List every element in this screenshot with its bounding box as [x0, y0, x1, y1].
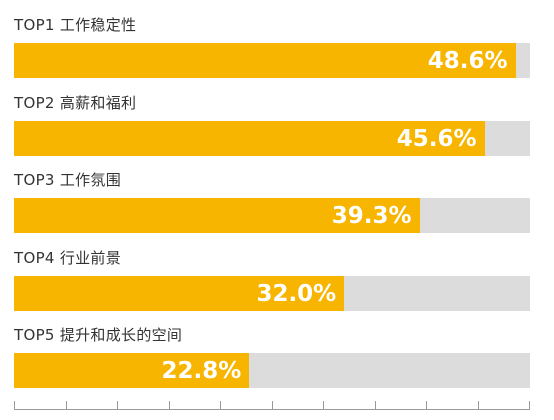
bar-value-label: 39.3%	[331, 203, 412, 229]
bar-value-label: 22.8%	[161, 358, 242, 384]
bar-track: 39.3%	[14, 198, 530, 233]
category-label: TOP4 行业前景	[14, 248, 122, 267]
bar-track: 45.6%	[14, 120, 530, 156]
x-axis-tick	[323, 401, 324, 410]
bar: 32.0%	[14, 275, 345, 311]
bar-track: 32.0%	[14, 275, 530, 311]
x-axis	[14, 398, 530, 412]
x-axis-tick	[375, 401, 376, 410]
x-axis-tick	[117, 401, 118, 410]
x-axis-tick	[478, 401, 479, 410]
bar-track: 22.8%	[14, 353, 530, 388]
bar: 39.3%	[14, 198, 420, 233]
category-label: TOP3 工作氛围	[14, 171, 122, 189]
x-axis-tick	[272, 401, 273, 410]
bar: 48.6%	[14, 43, 516, 78]
x-axis-tick	[169, 401, 170, 410]
x-axis-tick	[426, 401, 427, 410]
category-label: TOP5 提升和成长的空间	[14, 326, 183, 344]
x-axis-tick	[220, 401, 221, 410]
bar-value-label: 48.6%	[427, 48, 508, 74]
category-label: TOP1 工作稳定性	[14, 16, 137, 34]
bar: 22.8%	[14, 353, 250, 388]
bar-value-label: 32.0%	[256, 280, 337, 307]
bar: 45.6%	[14, 120, 485, 156]
x-axis-tick	[529, 401, 530, 410]
bar-track: 48.6%	[14, 43, 530, 78]
x-axis-tick	[14, 401, 15, 410]
bar-value-label: 45.6%	[396, 125, 477, 152]
x-axis-tick	[66, 401, 67, 410]
category-label: TOP2 高薪和福利	[14, 93, 137, 112]
